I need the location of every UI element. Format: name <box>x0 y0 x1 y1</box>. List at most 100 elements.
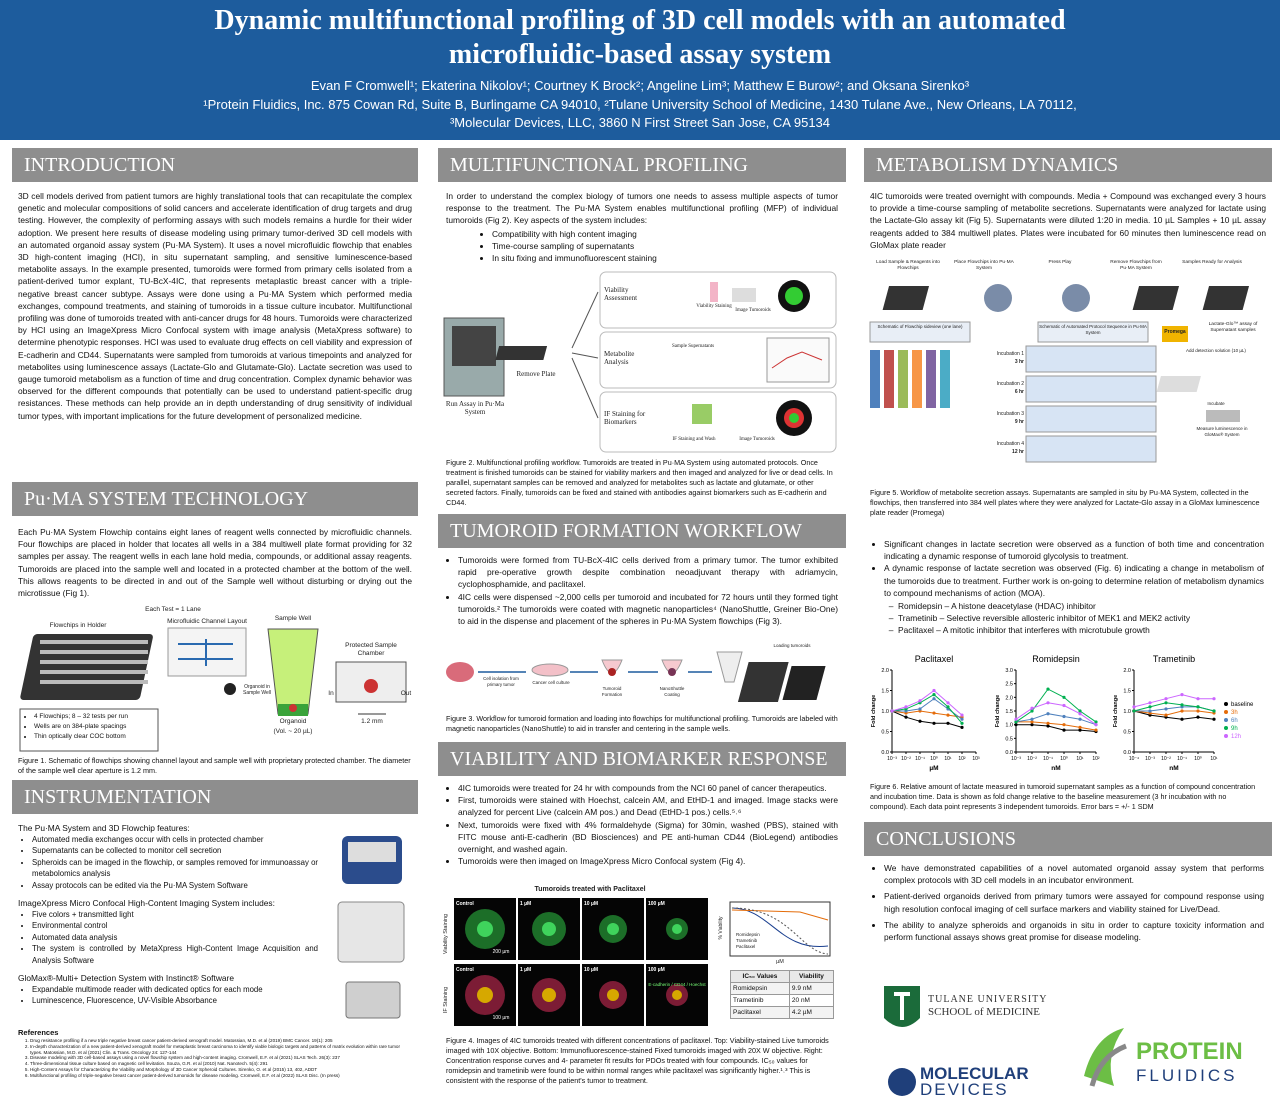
table-cell: 4.2 µM <box>788 1006 835 1019</box>
bullet-list: Significant changes in lactate secretion… <box>870 538 1264 599</box>
figure-label: Measure luminescence in GloMax® System <box>1196 426 1248 437</box>
list-item: Automated data analysis <box>32 932 318 943</box>
figure-label: Remove Plate <box>516 370 556 378</box>
y-tick-label: 2.5 <box>1005 682 1013 688</box>
bullet-list: Automated media exchanges occur with cel… <box>18 834 318 891</box>
figure-graphic <box>19 627 407 752</box>
figure-label: Viability Assessment <box>604 286 638 302</box>
x-tick-label: 10⁻² <box>1027 756 1037 762</box>
y-tick-label: 1.5 <box>1005 709 1013 715</box>
data-point <box>1078 725 1082 729</box>
data-point <box>918 719 922 723</box>
y-tick-label: 2.0 <box>1005 695 1013 701</box>
organoid <box>364 679 378 693</box>
list-item: Supernatants can be collected to monitor… <box>32 845 318 856</box>
tube <box>692 404 712 424</box>
column-label: 1 µM <box>520 967 532 973</box>
data-point <box>1014 717 1018 721</box>
data-point <box>1046 712 1050 716</box>
data-point <box>1046 721 1050 725</box>
y-tick-label: 0.0 <box>1005 750 1013 756</box>
list-item: The system is controlled by MetaXpress H… <box>32 943 318 966</box>
mini-curve <box>771 351 823 369</box>
list-item: Significant changes in lactate secretion… <box>884 538 1264 562</box>
section-heading: INTRODUCTION <box>12 148 418 182</box>
pf-logo <box>1084 1028 1124 1086</box>
figure-label: Organoid <box>279 718 307 725</box>
data-point <box>946 713 950 717</box>
legend-label: 6h <box>1231 718 1238 724</box>
logo-text: MOLECULAR <box>920 1064 1029 1083</box>
list-item: In-depth characterization of a new patie… <box>30 1044 412 1056</box>
data-point <box>1148 701 1152 705</box>
section-heading: TUMOROID FORMATION WORKFLOW <box>438 514 846 548</box>
y-tick-label: 0.0 <box>881 750 889 756</box>
figure: Tumoroids treated with Paclitaxel Viabili… <box>440 886 844 1034</box>
data-point <box>1014 720 1018 724</box>
header: Dynamic multifunctional profiling of 3D … <box>0 0 1280 140</box>
data-point <box>1030 720 1034 724</box>
list-item: Expandable multimode reader with dedicat… <box>32 984 318 995</box>
x-axis-label: nM <box>1051 765 1060 772</box>
series-line <box>891 710 963 718</box>
wells <box>40 640 148 684</box>
data-point <box>904 715 908 719</box>
figure-label: Flowchips in Holder <box>49 622 107 629</box>
list-item: High-Content Assays for Characterizing t… <box>30 1067 412 1073</box>
reference-list: Drug resistance profiling if a new tripl… <box>18 1038 412 1079</box>
y-tick-label: 1.0 <box>1123 709 1131 715</box>
x-tick-label: 10⁰ <box>1194 756 1202 762</box>
list-item: Next, tumoroids were fixed with 4% forma… <box>458 819 838 856</box>
figure-label: Lactate-Glo™ assay of Supernatant sample… <box>1208 322 1258 333</box>
spheroid-center <box>607 923 619 935</box>
data-point <box>904 705 908 709</box>
logo-text: FLUIDICS <box>1136 1066 1238 1085</box>
data-point <box>1062 728 1066 732</box>
data-point <box>1062 723 1066 727</box>
paragraph: Each Pu·MA System Flowchip contains eigh… <box>18 527 412 599</box>
figure-graphic <box>869 284 1250 463</box>
list-item: Patient-derived organoids derived from p… <box>884 890 1264 914</box>
data-point <box>918 699 922 703</box>
y-axis-label: Fold change <box>995 695 1001 727</box>
data-point <box>1078 728 1082 732</box>
figure6-charts: Paclitaxel 0.0 0.5 1.0 1.5 2.0 10⁻³ 10⁻² 10⁻¹ 10⁰… <box>871 654 1254 772</box>
data-point <box>1180 717 1184 721</box>
figure-label: Each Test = 1 Lane <box>145 606 201 613</box>
data-point <box>1212 717 1216 721</box>
data-point <box>1196 715 1200 719</box>
data-point <box>1046 724 1050 728</box>
instrument-door <box>452 326 496 366</box>
data-point <box>1030 709 1034 713</box>
column-label: 1 µM <box>520 901 532 907</box>
data-point <box>932 697 936 701</box>
section-heading: VIABILITY AND BIOMARKER RESPONSE <box>438 742 846 776</box>
table-cell: 9.9 nM <box>788 982 835 995</box>
bullet-list: Five colors + transmitted lightEnvironme… <box>18 909 318 966</box>
list-item: Paclitaxel – A mitotic inhibitor that in… <box>898 624 1264 636</box>
step-label: Place Flowchips into Pu·MA System <box>954 260 1014 271</box>
data-point <box>1196 705 1200 709</box>
affiliation: ¹Protein Fluidics, Inc. 875 Cowan Rd, Su… <box>203 97 1077 112</box>
figure: Each Test = 1 Lane Flowchips in Holder M… <box>18 604 412 754</box>
schematic <box>869 321 971 343</box>
data-point <box>932 711 936 715</box>
data-point <box>1196 697 1200 701</box>
spheroid-center <box>542 922 556 936</box>
legend-label: 12h <box>1231 734 1241 740</box>
tulane-mark <box>894 992 910 1020</box>
data-point <box>1078 717 1082 721</box>
data-point <box>960 717 964 721</box>
panel <box>599 391 837 453</box>
series-line <box>1016 721 1097 731</box>
data-point <box>932 693 936 697</box>
x-tick-label: 10² <box>958 756 966 762</box>
series-line <box>892 698 963 720</box>
channels <box>178 639 233 666</box>
tube <box>710 282 718 302</box>
feature-list: 4 Flowchips; 8 – 32 tests per runWells a… <box>24 712 156 742</box>
incubation-label: Incubation 2 <box>996 381 1024 387</box>
curve <box>731 907 829 955</box>
list-item: Five colors + transmitted light <box>32 909 318 920</box>
